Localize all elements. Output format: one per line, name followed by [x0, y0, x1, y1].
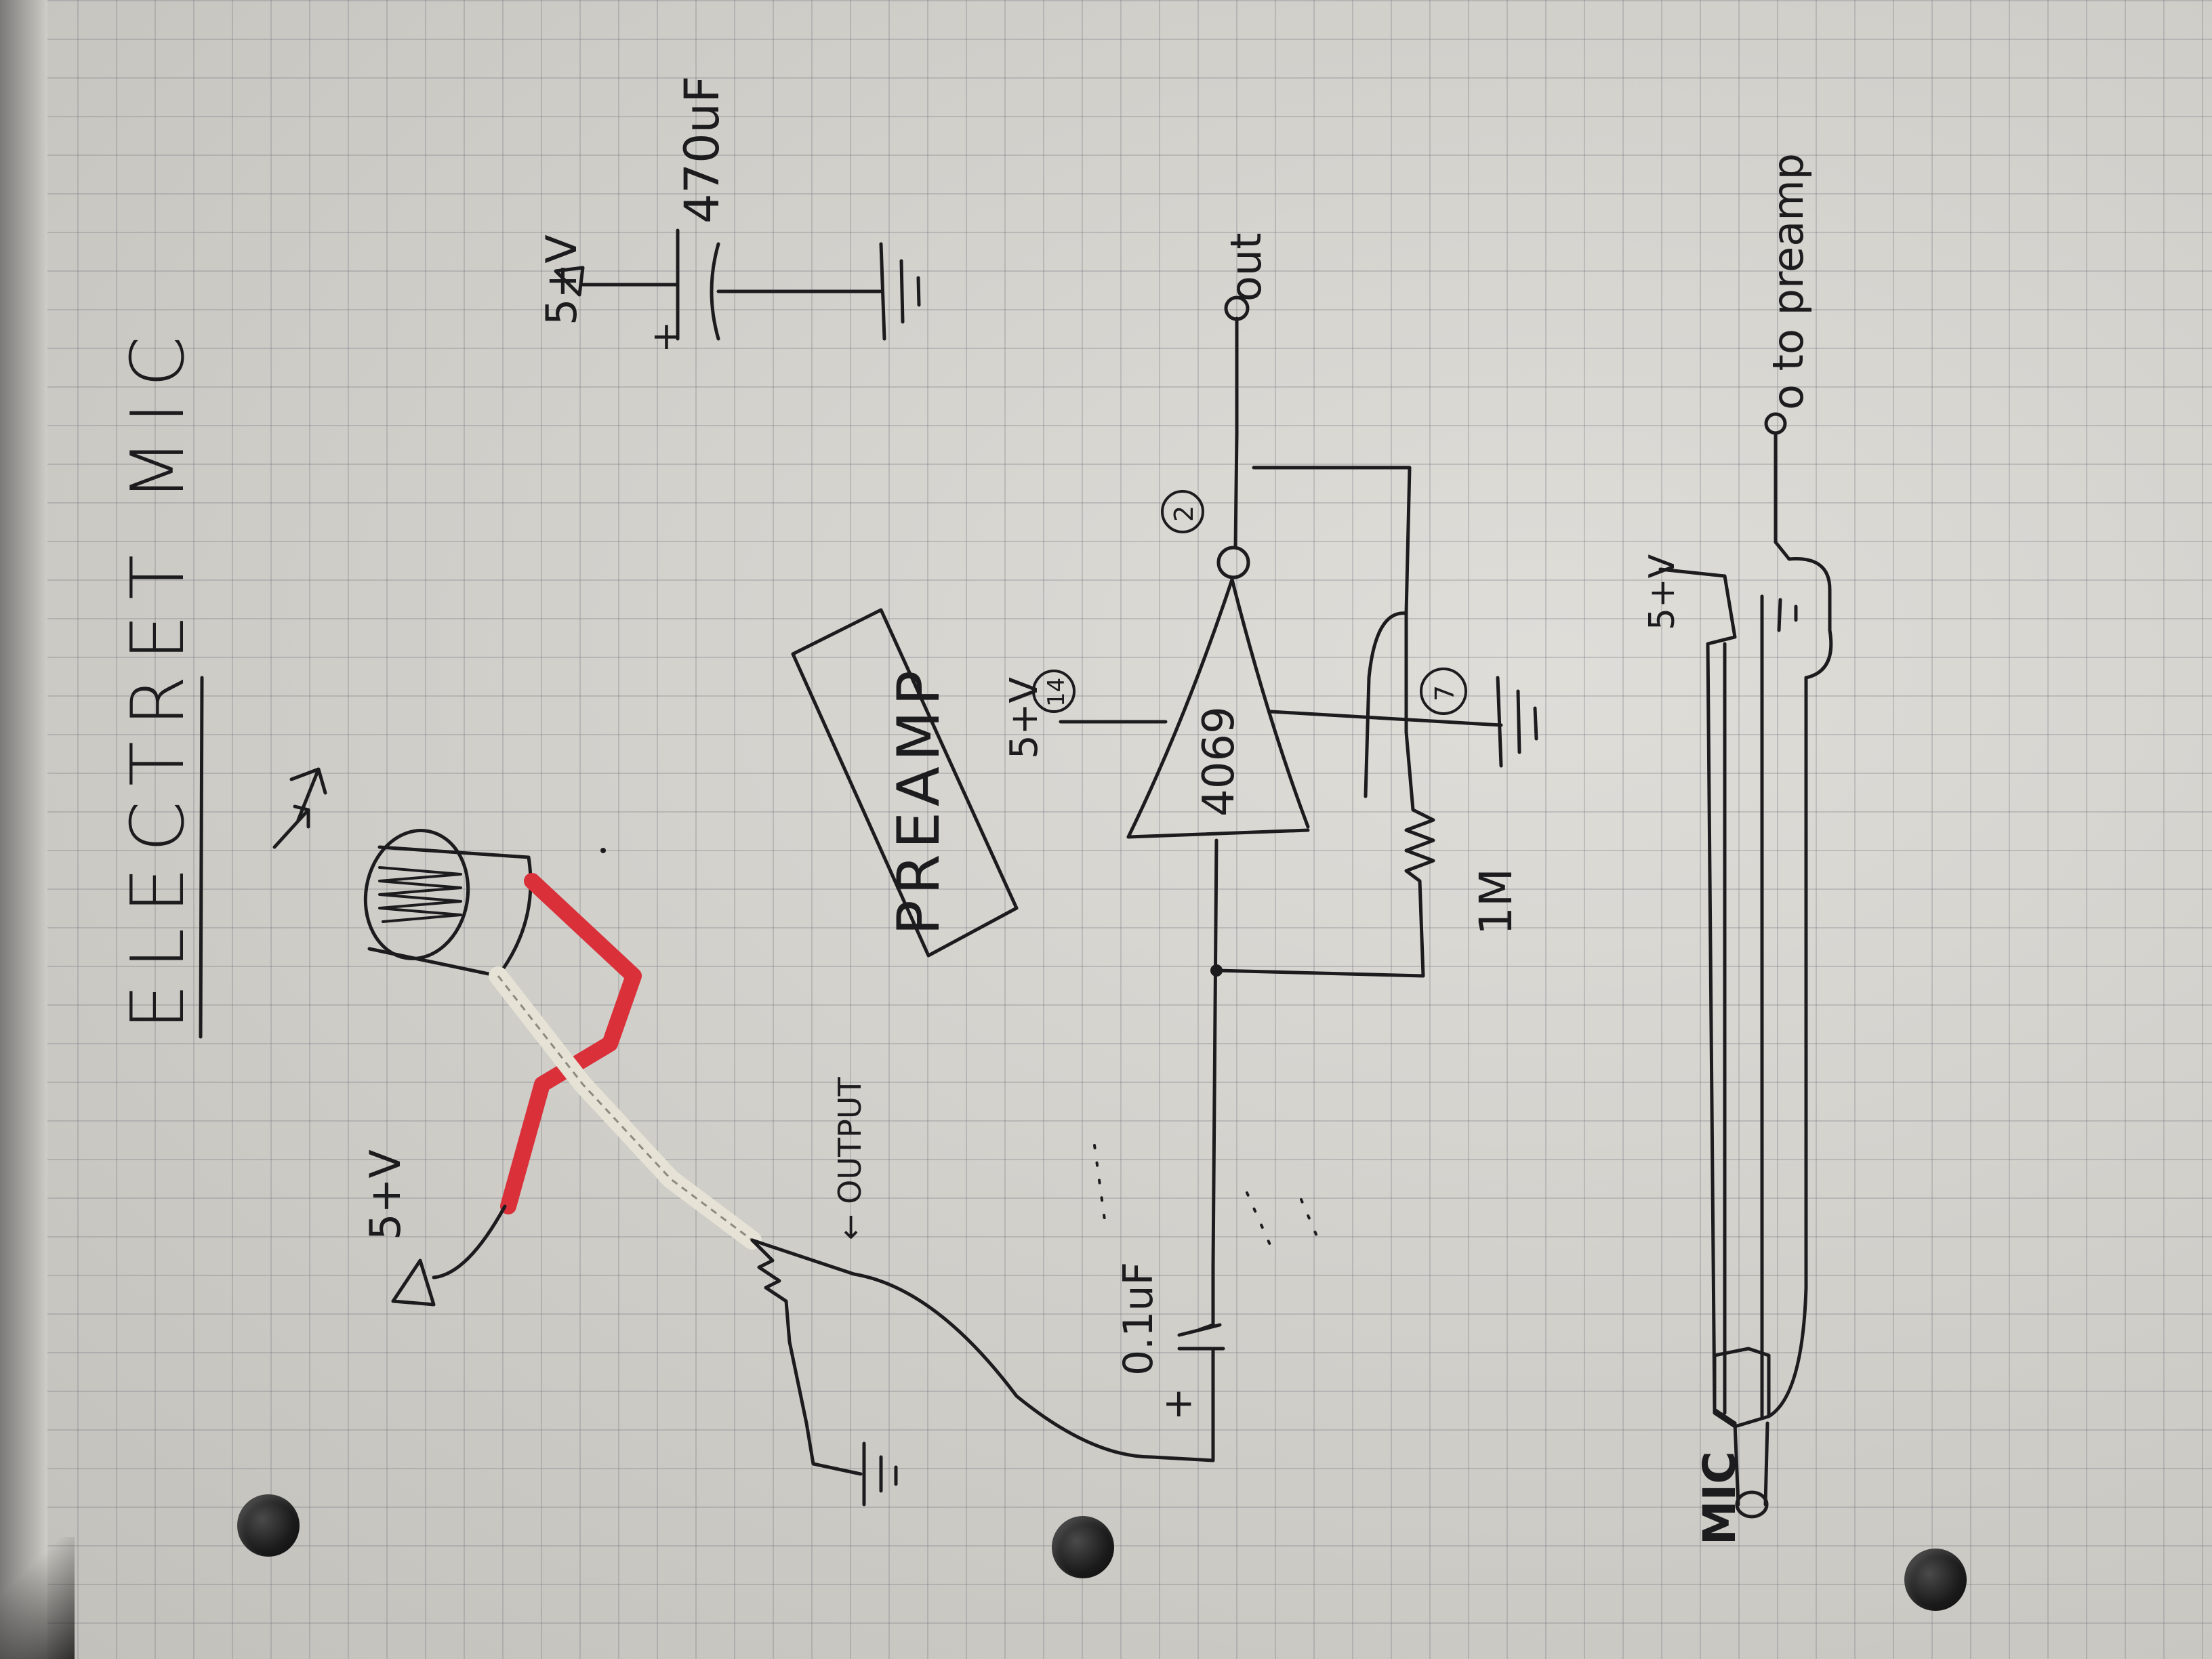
- shielded-cable: [1658, 432, 1833, 1519]
- vcc-chip-label: 5+V: [1002, 677, 1046, 759]
- output-note: ← OUTPUT: [832, 1076, 868, 1240]
- input-capacitor: [1177, 1265, 1225, 1418]
- cap-in-plus: +: [1162, 1380, 1195, 1426]
- feedback-path: [1214, 730, 1435, 978]
- electret-mic-capsule: [363, 829, 533, 978]
- punch-hole-3: [1904, 1549, 1967, 1611]
- sound-arrow-icon-2: [272, 804, 310, 849]
- dotted-guide: [1093, 1144, 1106, 1221]
- chip-label: 4069: [1194, 706, 1244, 817]
- cap-big-plus: +: [651, 314, 682, 359]
- supply-triangle-icon: [391, 1258, 436, 1307]
- to-preamp-label: o to preamp: [1763, 153, 1813, 410]
- pin7-lead: [1269, 710, 1503, 727]
- cable-supply-label: 5+V: [1642, 554, 1683, 630]
- mic-end-label: MIC: [1694, 1451, 1746, 1545]
- out-label: out: [1221, 232, 1271, 302]
- resistor-label: 1M: [1470, 868, 1522, 935]
- out-terminal-icon: [1224, 295, 1250, 321]
- punch-hole-2: [1052, 1516, 1114, 1578]
- punch-hole-1: [237, 1494, 300, 1557]
- ground-lead: [750, 1238, 863, 1476]
- page-corner-shadow: [0, 1537, 75, 1659]
- title-underline: [199, 676, 204, 1039]
- to-preamp-terminal-icon: [1764, 412, 1787, 435]
- pin14-label: 14: [1043, 678, 1070, 707]
- cap-big-label: 470uF: [674, 76, 730, 224]
- mic-supply-label: 5+V: [361, 1149, 410, 1240]
- pin7-label: 7: [1430, 685, 1460, 701]
- pin7-ground-icon: [1496, 676, 1538, 768]
- preamp-box: [791, 608, 1019, 958]
- supply-top-label: 5+V: [537, 234, 586, 325]
- cable-ground-icon: [1760, 594, 1798, 639]
- cap-in-label: 0.1uF: [1115, 1262, 1162, 1376]
- inverter-bubble-icon: [1216, 546, 1250, 579]
- inverter-triangle: [1126, 577, 1310, 839]
- ground-symbol-icon: [862, 1441, 898, 1507]
- page-title: ELECTRET MIC: [116, 321, 201, 1030]
- preamp-label: PREAMP: [885, 665, 953, 935]
- sound-arrow-icon: [289, 767, 327, 822]
- mic-output-lead: [750, 1238, 1215, 1462]
- pin2-circle: [1161, 490, 1204, 533]
- pin2-label: 2: [1169, 506, 1199, 522]
- notebook-binding-edge: [0, 0, 47, 1659]
- input-line: [1211, 838, 1218, 1269]
- supply-cap-470: [554, 228, 921, 341]
- red-wire: [500, 873, 642, 1214]
